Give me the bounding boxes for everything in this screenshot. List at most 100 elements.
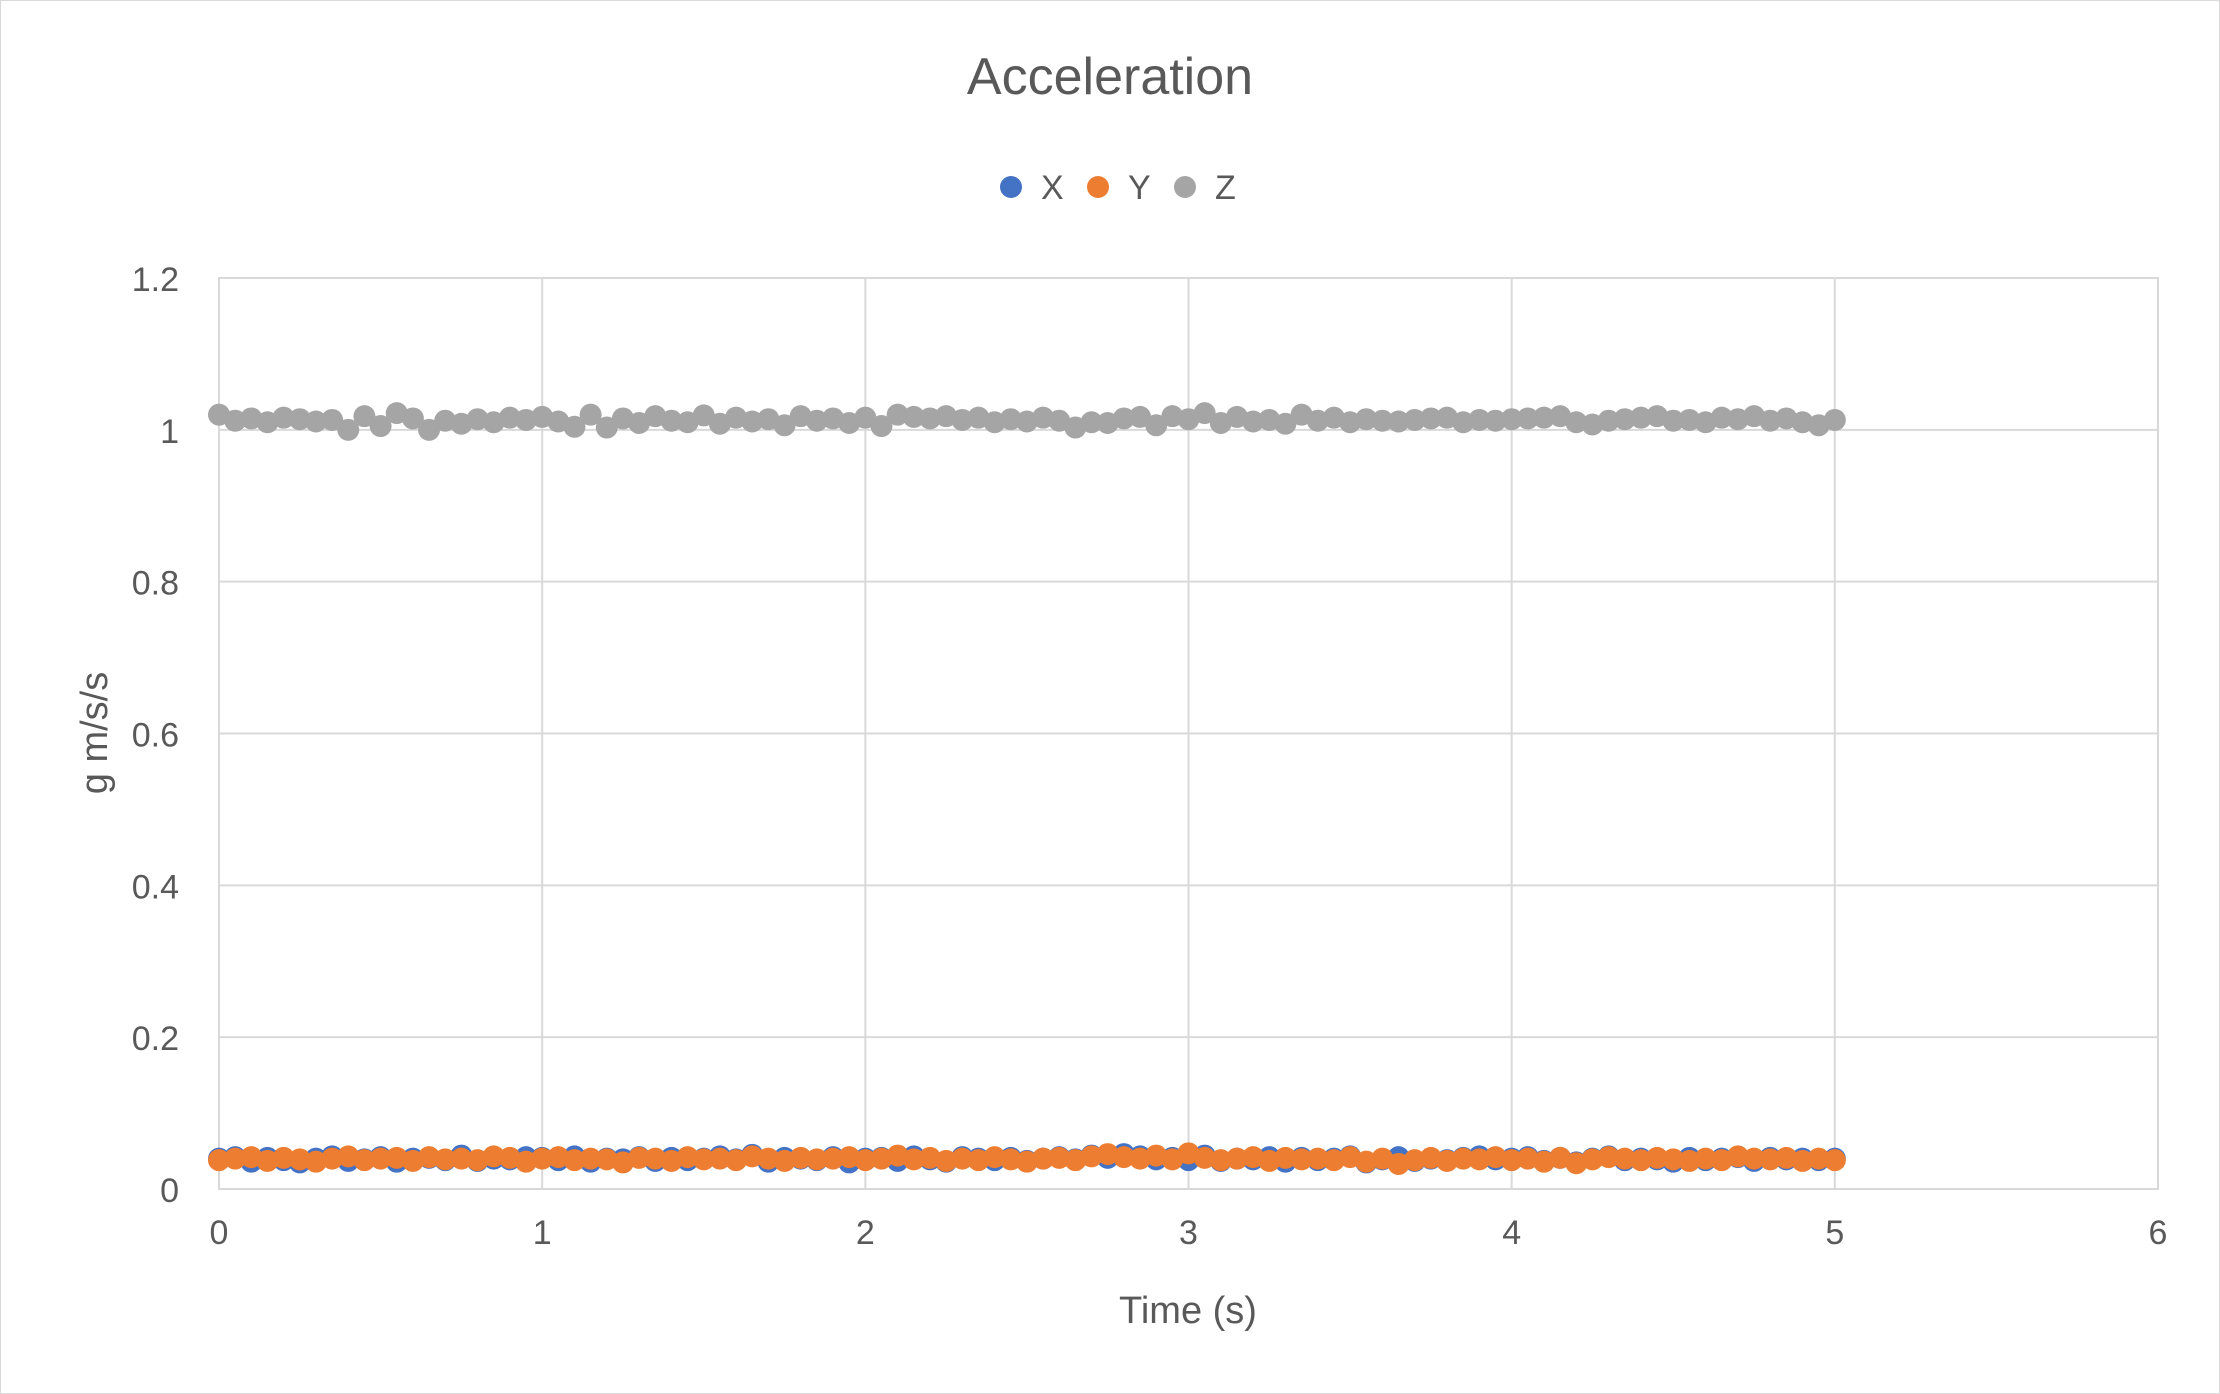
data-point-z — [321, 408, 344, 431]
data-point-y — [579, 1147, 602, 1170]
data-point-y — [1581, 1148, 1604, 1171]
plot-area-border — [218, 277, 2159, 1190]
data-point-y — [450, 1147, 473, 1170]
data-point-y — [692, 1148, 715, 1171]
y-tick-label: 0.4 — [132, 868, 179, 906]
series-y — [208, 1142, 1846, 1175]
data-point-z — [498, 406, 521, 429]
data-point-y — [353, 1149, 376, 1172]
data-point-y — [1225, 1147, 1248, 1170]
data-point-y — [369, 1147, 392, 1170]
data-point-z — [369, 415, 392, 438]
data-point-y — [822, 1147, 845, 1170]
data-point-z — [660, 409, 683, 432]
x-tick-label: 5 — [1825, 1214, 1844, 1252]
data-point-y — [1274, 1146, 1297, 1169]
series-z — [208, 402, 1846, 441]
data-point-z — [563, 415, 586, 438]
data-point-y — [935, 1149, 958, 1172]
data-point-z — [692, 404, 715, 427]
data-point-y — [224, 1147, 247, 1170]
x-tick-label: 4 — [1502, 1214, 1521, 1252]
data-point-y — [1629, 1149, 1652, 1172]
data-point-z — [741, 410, 764, 433]
data-point-y — [999, 1148, 1022, 1171]
data-point-z — [1532, 406, 1555, 429]
data-point-y — [757, 1147, 780, 1170]
y-tick-label: 0.2 — [132, 1020, 179, 1058]
data-point-y — [1080, 1145, 1103, 1168]
data-point-z — [1387, 410, 1410, 433]
data-point-y — [644, 1147, 667, 1170]
data-point-y — [1452, 1147, 1475, 1170]
data-point-y — [1823, 1149, 1846, 1172]
data-point-z — [1565, 411, 1588, 434]
data-point-y — [1662, 1148, 1685, 1171]
data-point-z — [1193, 402, 1216, 425]
x-tick-label: 2 — [856, 1214, 875, 1252]
data-point-z — [1678, 408, 1701, 431]
data-point-y — [1048, 1146, 1071, 1169]
legend-label-y: Y — [1128, 169, 1151, 207]
data-point-y — [482, 1145, 505, 1168]
data-point-z — [337, 418, 360, 441]
data-point-z — [1112, 407, 1135, 430]
data-point-z — [1823, 408, 1846, 431]
data-point-z — [999, 408, 1022, 431]
legend: X Y Z — [1000, 169, 1236, 207]
data-point-z — [1419, 407, 1442, 430]
data-point-y — [288, 1148, 311, 1171]
data-point-z — [805, 409, 828, 432]
data-point-y — [1597, 1146, 1620, 1169]
data-point-z — [1129, 405, 1152, 428]
data-point-z — [1516, 407, 1539, 430]
data-point-y — [1112, 1146, 1135, 1169]
data-point-y — [789, 1146, 812, 1169]
data-point-y — [676, 1146, 699, 1169]
y-tick-label: 0.8 — [132, 565, 179, 603]
legend-marker-x — [1000, 176, 1022, 198]
data-point-z — [1662, 409, 1685, 432]
data-point-z — [870, 415, 893, 438]
legend-label-z: Z — [1215, 169, 1236, 207]
data-point-y — [1613, 1147, 1636, 1170]
data-point-z — [1759, 409, 1782, 432]
data-point-z — [918, 407, 941, 430]
data-point-z — [1355, 408, 1378, 431]
x-tick-label: 0 — [210, 1214, 229, 1252]
data-point-y — [854, 1149, 877, 1172]
axis-labels: Acceleration Time (s) g m/s/s 0 0.2 0.4 0.6… — [74, 48, 2167, 1332]
data-point-y — [434, 1148, 457, 1171]
data-point-y — [531, 1147, 554, 1170]
data-point-y — [1306, 1147, 1329, 1170]
y-tick-label: 1 — [160, 413, 179, 451]
data-point-z — [1080, 411, 1103, 434]
chart-title: Acceleration — [967, 48, 1253, 106]
data-point-z — [272, 406, 295, 429]
data-point-z — [579, 403, 602, 426]
plot-border — [218, 277, 2159, 1190]
data-point-y — [1209, 1149, 1232, 1172]
x-tick-label: 6 — [2149, 1214, 2168, 1252]
data-point-z — [353, 405, 376, 428]
data-point-z — [288, 408, 311, 431]
data-point-y — [1726, 1145, 1749, 1168]
data-point-z — [1468, 408, 1491, 431]
data-point-y — [708, 1147, 731, 1170]
y-tick-label: 1.2 — [132, 261, 179, 299]
data-point-y — [1436, 1149, 1459, 1172]
data-point-z — [1403, 408, 1426, 431]
data-point-y — [1193, 1146, 1216, 1169]
data-point-z — [854, 406, 877, 429]
data-point-y — [208, 1149, 230, 1172]
data-point-y — [951, 1147, 974, 1170]
data-point-y — [272, 1146, 295, 1169]
data-point-y — [1290, 1148, 1313, 1171]
legend-label-x: X — [1041, 169, 1064, 207]
y-axis-label: g m/s/s — [74, 672, 116, 794]
data-point-z — [1145, 414, 1168, 437]
data-point-z — [951, 408, 974, 431]
data-point-z — [224, 409, 247, 432]
data-point-y — [1646, 1146, 1669, 1169]
